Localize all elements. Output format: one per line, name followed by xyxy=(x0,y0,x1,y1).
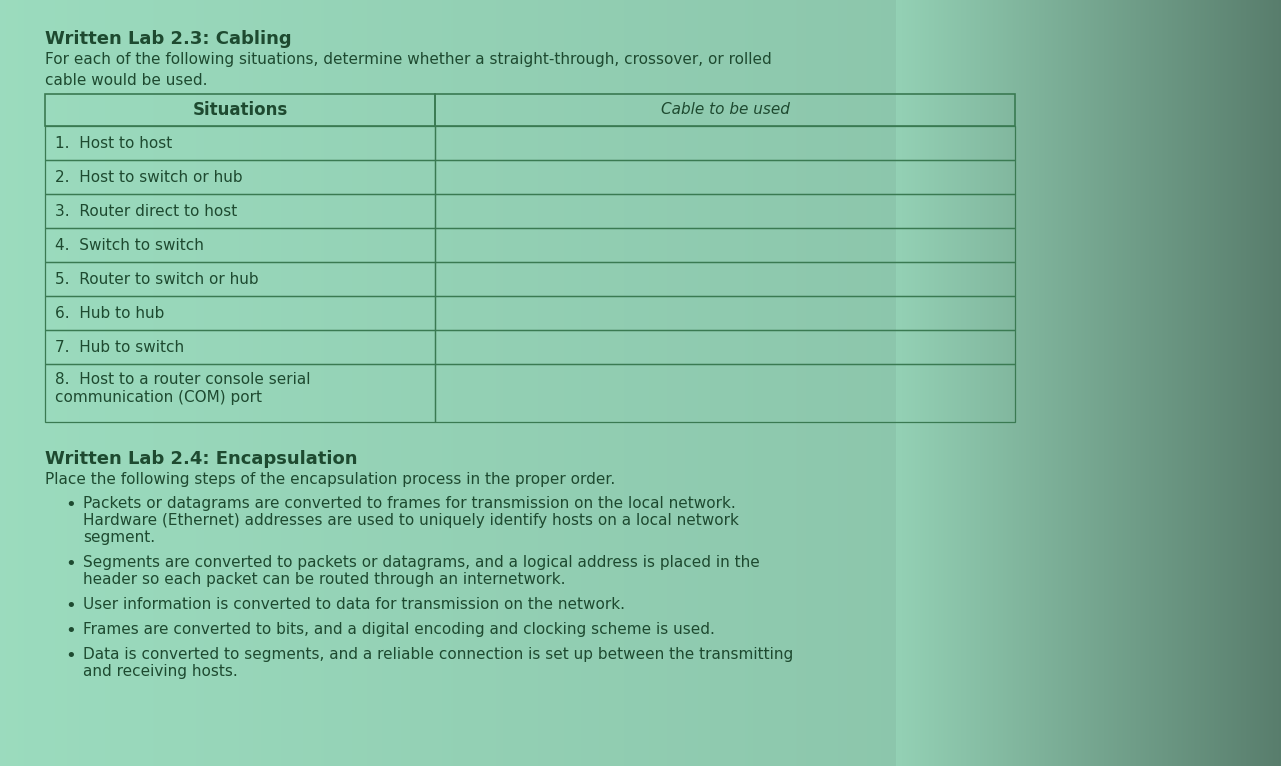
Text: 7.  Hub to switch: 7. Hub to switch xyxy=(55,339,184,355)
Bar xyxy=(436,228,1015,262)
Bar xyxy=(436,262,1015,296)
Text: and receiving hosts.: and receiving hosts. xyxy=(83,664,238,679)
Text: 8.  Host to a router console serial: 8. Host to a router console serial xyxy=(55,372,310,387)
Text: cable would be used.: cable would be used. xyxy=(45,73,208,88)
Bar xyxy=(45,296,436,330)
Text: 2.  Host to switch or hub: 2. Host to switch or hub xyxy=(55,169,242,185)
Bar xyxy=(45,262,436,296)
Text: 3.  Router direct to host: 3. Router direct to host xyxy=(55,204,237,218)
Bar xyxy=(45,364,436,422)
Text: segment.: segment. xyxy=(83,530,155,545)
Text: Data is converted to segments, and a reliable connection is set up between the t: Data is converted to segments, and a rel… xyxy=(83,647,793,662)
Text: Situations: Situations xyxy=(192,101,288,119)
Bar xyxy=(45,94,436,126)
Text: Cable to be used: Cable to be used xyxy=(661,103,789,117)
Bar xyxy=(436,160,1015,194)
Text: Segments are converted to packets or datagrams, and a logical address is placed : Segments are converted to packets or dat… xyxy=(83,555,760,570)
Bar xyxy=(45,194,436,228)
Text: •: • xyxy=(65,555,76,573)
Text: Place the following steps of the encapsulation process in the proper order.: Place the following steps of the encapsu… xyxy=(45,472,615,487)
Text: •: • xyxy=(65,622,76,640)
Text: •: • xyxy=(65,647,76,665)
Text: header so each packet can be routed through an internetwork.: header so each packet can be routed thro… xyxy=(83,572,565,587)
Bar xyxy=(436,194,1015,228)
Text: 4.  Switch to switch: 4. Switch to switch xyxy=(55,237,204,253)
Bar xyxy=(436,330,1015,364)
Text: Frames are converted to bits, and a digital encoding and clocking scheme is used: Frames are converted to bits, and a digi… xyxy=(83,622,715,637)
Bar xyxy=(436,364,1015,422)
Bar xyxy=(45,160,436,194)
Bar xyxy=(436,126,1015,160)
Text: •: • xyxy=(65,597,76,615)
Text: 1.  Host to host: 1. Host to host xyxy=(55,136,172,150)
Bar xyxy=(45,126,436,160)
Text: For each of the following situations, determine whether a straight-through, cros: For each of the following situations, de… xyxy=(45,52,771,67)
Text: Hardware (Ethernet) addresses are used to uniquely identify hosts on a local net: Hardware (Ethernet) addresses are used t… xyxy=(83,513,739,528)
Text: Packets or datagrams are converted to frames for transmission on the local netwo: Packets or datagrams are converted to fr… xyxy=(83,496,735,511)
Text: 6.  Hub to hub: 6. Hub to hub xyxy=(55,306,164,320)
Text: Written Lab 2.4: Encapsulation: Written Lab 2.4: Encapsulation xyxy=(45,450,357,468)
Text: User information is converted to data for transmission on the network.: User information is converted to data fo… xyxy=(83,597,625,612)
Text: 5.  Router to switch or hub: 5. Router to switch or hub xyxy=(55,271,259,286)
Text: communication (COM) port: communication (COM) port xyxy=(55,390,263,405)
Bar xyxy=(436,94,1015,126)
Text: •: • xyxy=(65,496,76,514)
Bar xyxy=(45,228,436,262)
Bar xyxy=(436,296,1015,330)
Text: Written Lab 2.3: Cabling: Written Lab 2.3: Cabling xyxy=(45,30,292,48)
Bar xyxy=(45,330,436,364)
